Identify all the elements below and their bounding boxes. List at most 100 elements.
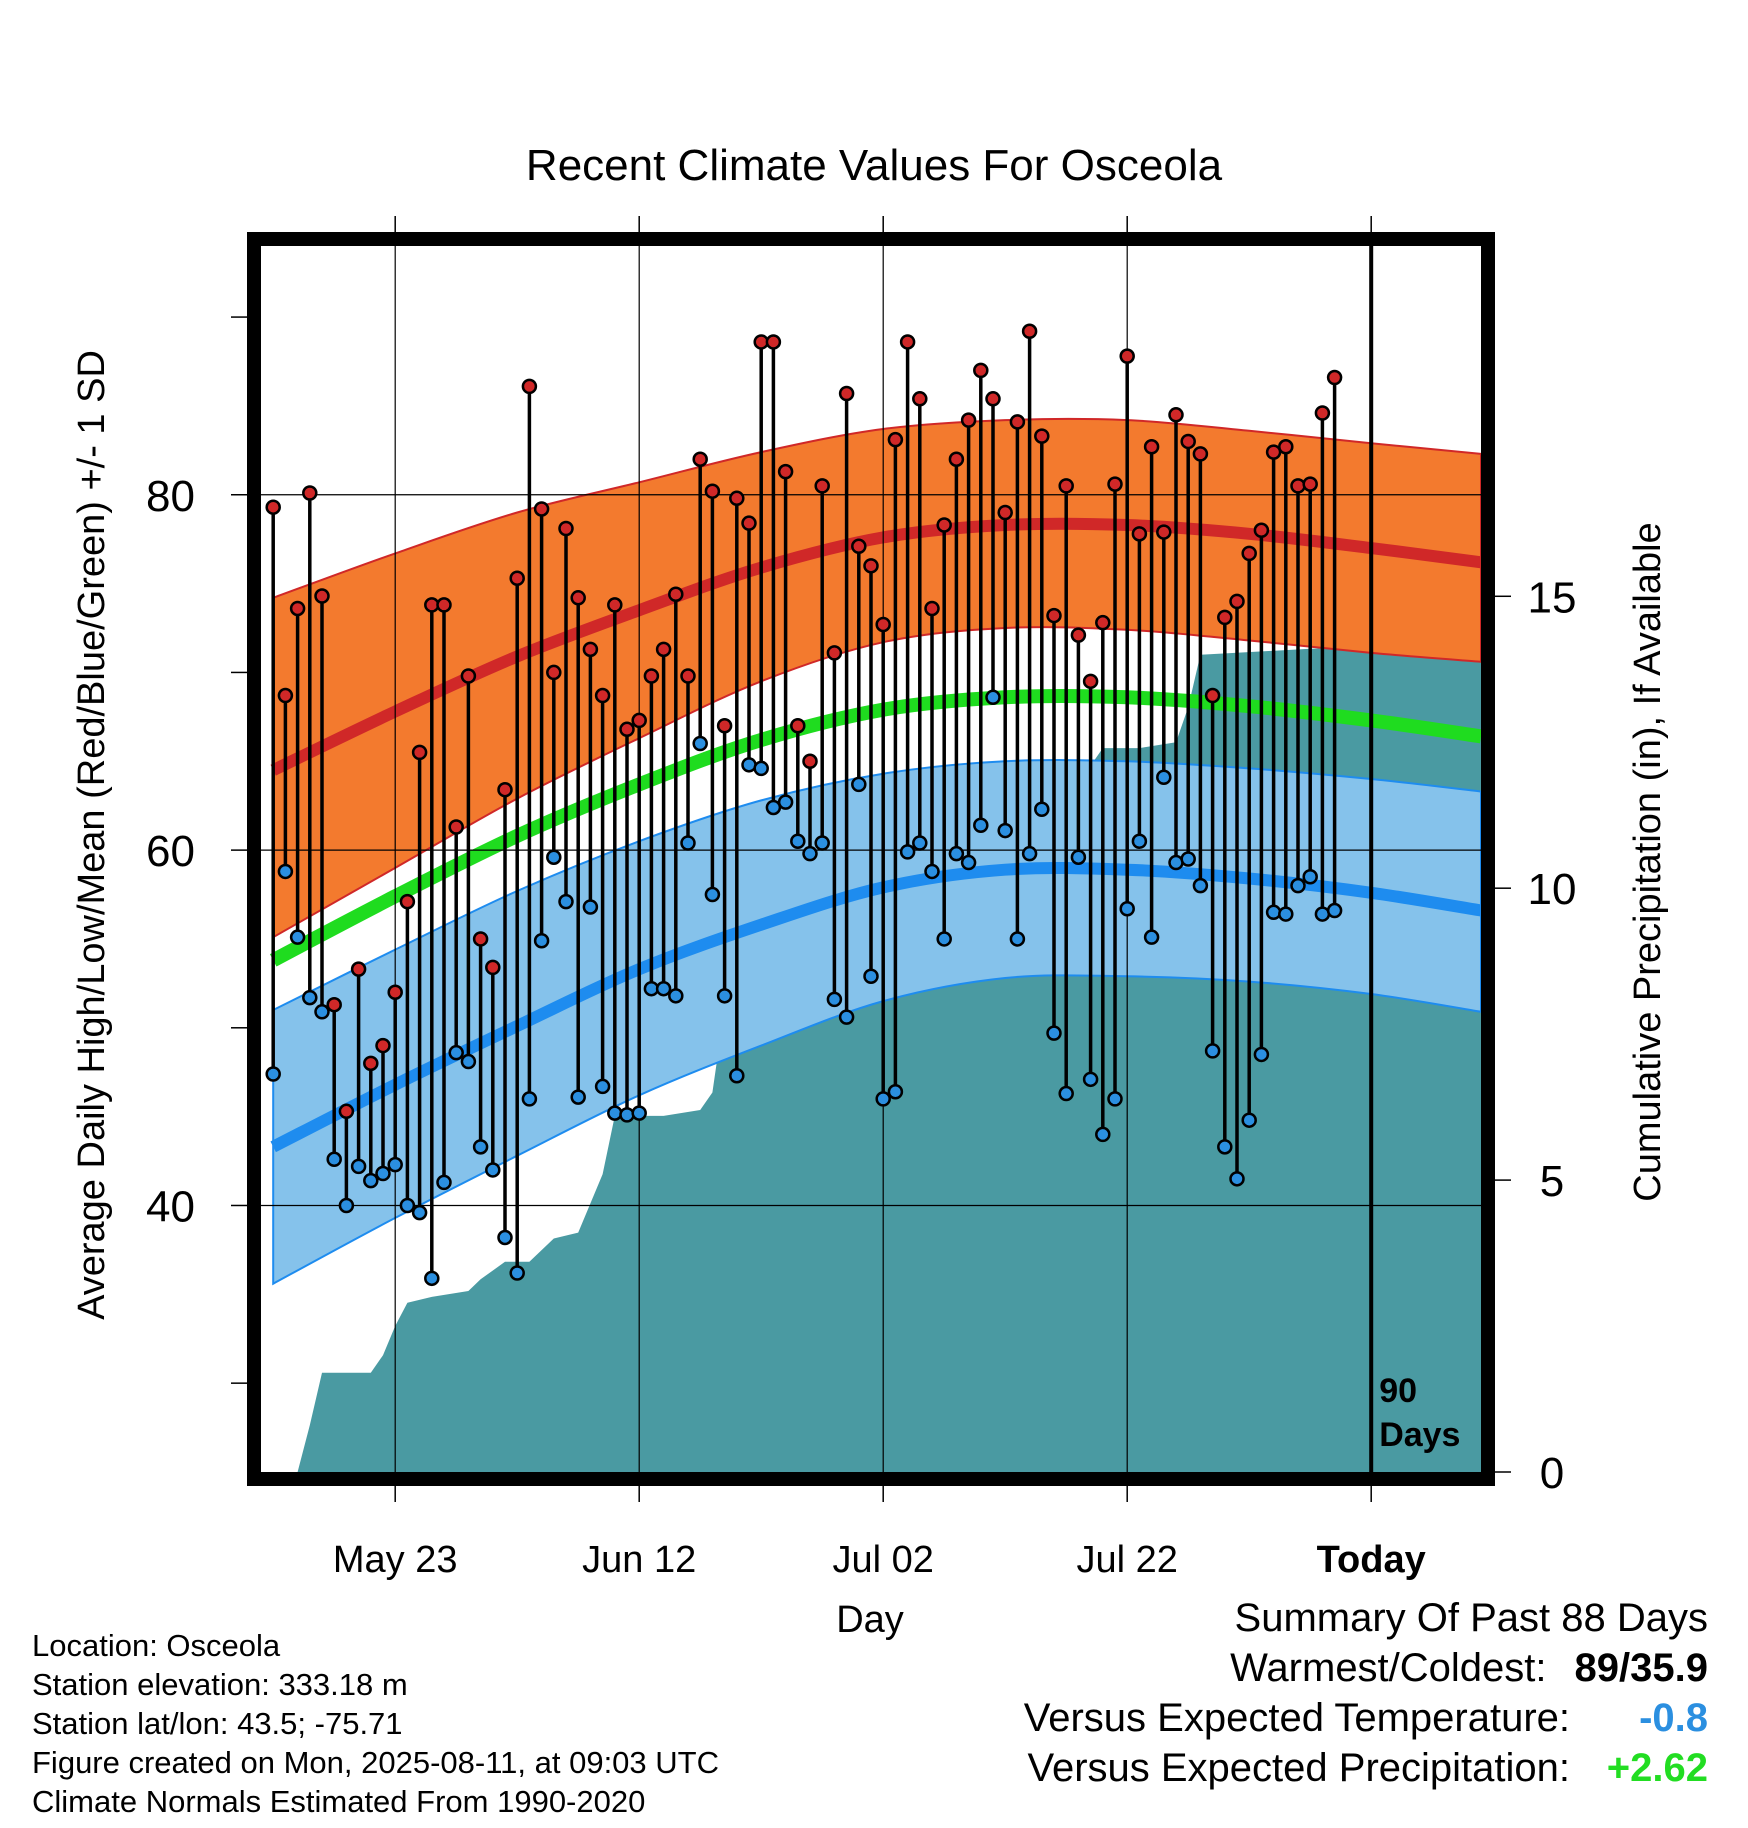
- high-point: [814, 478, 830, 494]
- low-point: [546, 849, 562, 865]
- low-point: [387, 1156, 403, 1173]
- low-point: [363, 1172, 379, 1189]
- low-point: [1082, 1071, 1099, 1088]
- high-point: [363, 1055, 379, 1072]
- low-point: [570, 1089, 586, 1105]
- low-point: [729, 1068, 745, 1084]
- high-point: [1340, 0, 1353, 7]
- low-point: [1131, 833, 1148, 849]
- high-point: [558, 520, 574, 537]
- low-point: [1180, 851, 1196, 867]
- summary-temp-value: -0.8: [1639, 1696, 1708, 1740]
- low-point: [265, 1066, 281, 1082]
- low-point: [997, 822, 1013, 839]
- high-point: [1302, 476, 1318, 492]
- high-point: [1143, 439, 1160, 455]
- high-point: [997, 504, 1013, 521]
- today-label-days: Days: [1379, 1416, 1460, 1454]
- high-point: [1009, 414, 1026, 430]
- low-point: [716, 988, 733, 1004]
- y2-tick-label: 5: [1540, 1157, 1564, 1206]
- low-point: [1070, 849, 1087, 865]
- high-point: [1253, 522, 1270, 539]
- high-point: [960, 412, 977, 428]
- low-point: [753, 760, 769, 777]
- summary-warmest-row: Warmest/Coldest: 89/35.9: [1230, 1646, 1708, 1691]
- y-tick-label: 40: [146, 1182, 195, 1231]
- high-point: [802, 753, 818, 770]
- low-point: [1326, 902, 1343, 919]
- high-point: [509, 570, 525, 587]
- high-point: [729, 490, 745, 507]
- y-axis-label: Average Daily High/Low/Mean (Red/Blue/Gr…: [71, 350, 113, 1320]
- low-point: [1143, 929, 1160, 945]
- low-point: [1353, 0, 1366, 7]
- high-point: [1229, 593, 1245, 610]
- high-point: [790, 717, 806, 734]
- summary-temp-label: Versus Expected Temperature:: [1023, 1696, 1570, 1740]
- high-point: [460, 668, 477, 684]
- today-label-number: 90: [1379, 1372, 1417, 1410]
- low-point: [1156, 769, 1172, 786]
- high-point: [497, 781, 513, 798]
- summary-precip-value: +2.62: [1606, 1746, 1708, 1790]
- low-point: [1192, 877, 1209, 894]
- low-point: [1265, 904, 1282, 921]
- low-point: [655, 980, 672, 997]
- high-point: [826, 645, 843, 661]
- high-point: [533, 501, 550, 517]
- high-point: [704, 483, 721, 499]
- low-point: [448, 1044, 464, 1061]
- high-point: [265, 499, 281, 515]
- low-point: [375, 1165, 391, 1182]
- x-tick-label: Jul 02: [832, 1539, 933, 1581]
- plot-content: 90 Days: [261, 0, 1481, 1472]
- y2-tick-label: 15: [1528, 573, 1577, 622]
- y-tick-label: 60: [146, 827, 195, 876]
- high-point: [985, 391, 1001, 407]
- summary-warmest-value: 89/35.9: [1574, 1646, 1708, 1690]
- high-point: [314, 588, 330, 604]
- low-point: [1119, 901, 1135, 917]
- high-point: [899, 334, 916, 350]
- high-point: [973, 362, 989, 379]
- low-point: [1290, 877, 1306, 894]
- high-point: [570, 590, 586, 606]
- high-point: [1156, 524, 1172, 540]
- low-point: [485, 1162, 501, 1178]
- x-tick-label: Jun 12: [582, 1539, 696, 1581]
- high-point: [582, 641, 599, 658]
- high-point: [716, 717, 733, 734]
- x-tick-label: Today: [1317, 1539, 1426, 1581]
- low-point: [497, 1229, 513, 1246]
- high-point: [1021, 323, 1038, 340]
- low-point: [314, 1004, 330, 1020]
- high-point: [948, 451, 965, 467]
- high-point: [1119, 348, 1135, 364]
- low-point: [558, 893, 574, 910]
- low-point: [668, 988, 684, 1004]
- low-point: [460, 1053, 477, 1070]
- high-point: [1278, 439, 1294, 455]
- y2-tick-label: 0: [1540, 1449, 1564, 1498]
- high-point: [1107, 476, 1123, 492]
- high-point: [521, 378, 538, 395]
- high-point: [912, 391, 928, 407]
- high-point: [765, 334, 782, 350]
- low-point: [1058, 1085, 1074, 1102]
- summary-precip-row: Versus Expected Precipitation: +2.62: [1027, 1746, 1708, 1791]
- high-point: [692, 451, 708, 467]
- summary-precip-label: Versus Expected Precipitation:: [1027, 1746, 1570, 1790]
- low-point: [289, 929, 306, 945]
- high-point: [1192, 446, 1209, 462]
- summary-warmest-label: Warmest/Coldest:: [1230, 1646, 1547, 1690]
- high-point: [277, 687, 294, 704]
- low-point: [680, 835, 696, 851]
- low-point: [704, 886, 721, 903]
- low-point: [973, 817, 989, 833]
- high-point: [350, 961, 367, 977]
- high-point: [607, 597, 623, 613]
- low-point: [277, 863, 294, 880]
- high-point: [326, 996, 342, 1013]
- high-point: [1314, 405, 1331, 421]
